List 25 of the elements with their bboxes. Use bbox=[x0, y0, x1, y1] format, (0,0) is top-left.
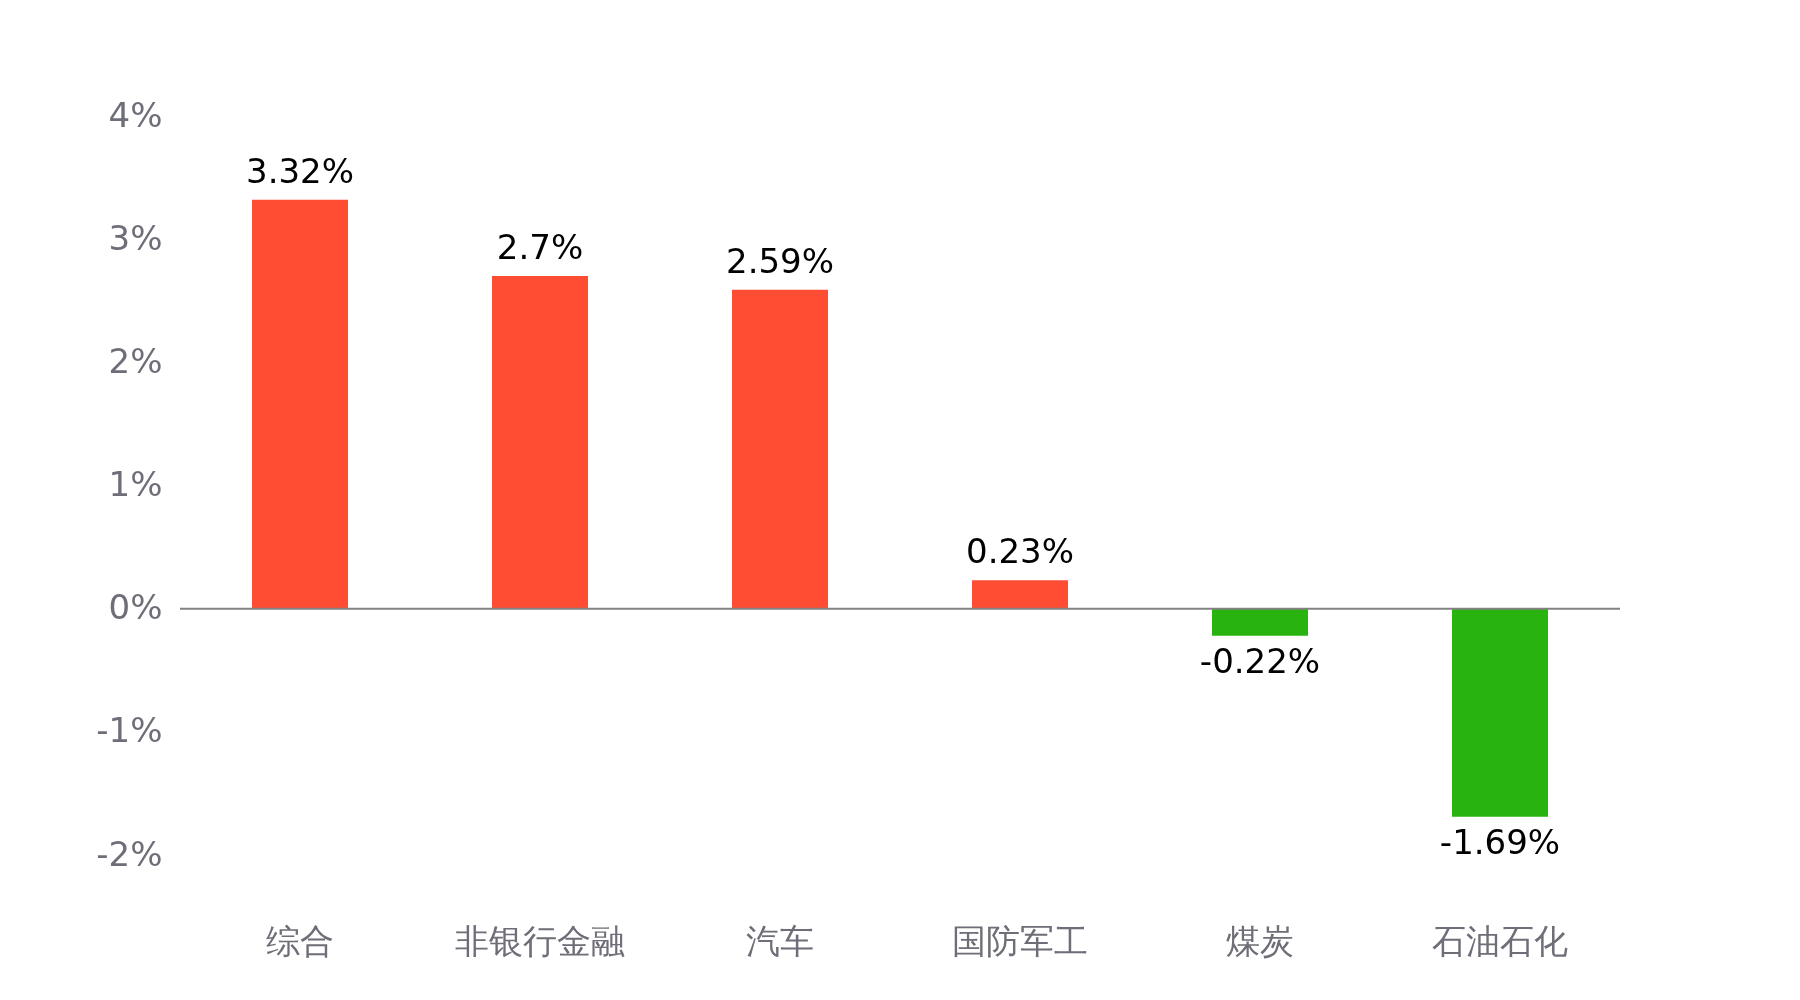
y-tick-label: -1% bbox=[96, 710, 163, 751]
data-label: -1.69% bbox=[1439, 821, 1561, 862]
x-tick-label: 煤炭 bbox=[1226, 920, 1294, 961]
x-tick-label: 非银行金融 bbox=[455, 920, 625, 961]
data-label: 3.32% bbox=[245, 150, 355, 191]
x-tick-label: 综合 bbox=[266, 920, 334, 961]
bar bbox=[1452, 608, 1548, 817]
bar bbox=[492, 276, 588, 609]
x-tick-label: 汽车 bbox=[746, 920, 814, 961]
y-tick-label: 4% bbox=[108, 94, 163, 135]
y-tick-label: 1% bbox=[108, 464, 163, 504]
y-tick-label: -2% bbox=[96, 833, 163, 874]
data-label: 2.59% bbox=[725, 240, 835, 281]
x-tick-label: 国防军工 bbox=[952, 920, 1088, 961]
bar bbox=[1212, 608, 1308, 636]
bar bbox=[972, 580, 1068, 609]
y-tick-label: 0% bbox=[108, 587, 163, 628]
x-tick-label: 石油石化 bbox=[1432, 920, 1568, 961]
y-tick-label: 3% bbox=[108, 217, 163, 258]
y-tick-label: 2% bbox=[108, 340, 163, 381]
bar bbox=[732, 289, 828, 609]
data-label: 2.7% bbox=[496, 227, 584, 268]
bar bbox=[252, 199, 348, 609]
data-label: 0.23% bbox=[965, 531, 1075, 572]
data-label: -0.22% bbox=[1199, 640, 1321, 681]
